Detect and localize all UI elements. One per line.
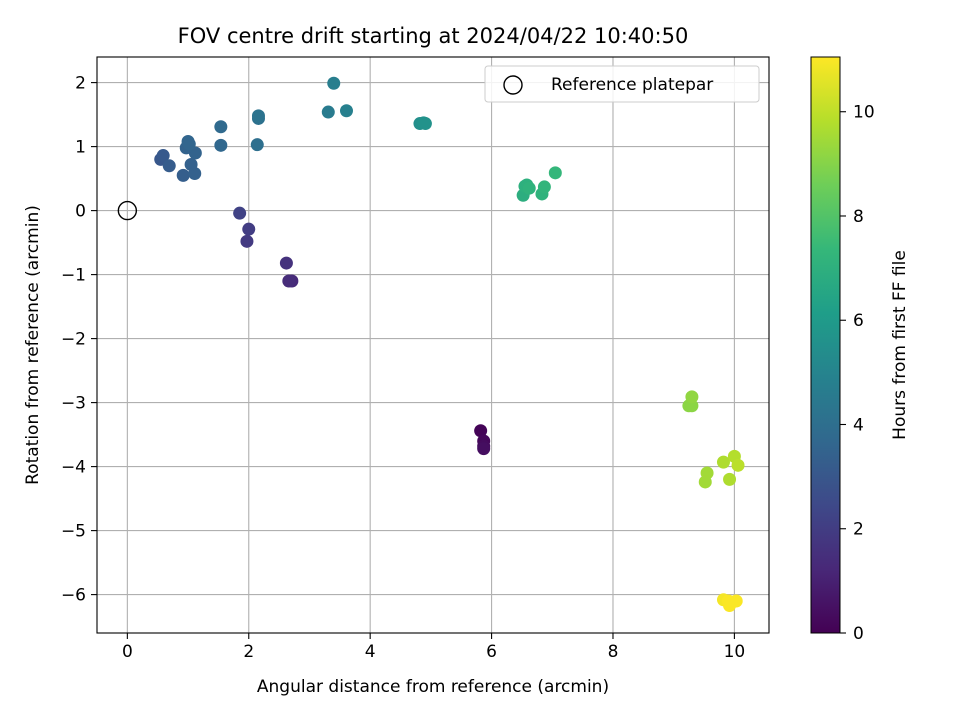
data-point: [474, 424, 488, 438]
y-tick-label: −5: [61, 522, 86, 542]
x-tick-label: 4: [365, 642, 376, 662]
data-point: [250, 138, 264, 152]
colorbar: 0 2 4 6 8 10 Hours from first FF file: [810, 56, 910, 644]
colorbar-tick-label: 2: [853, 520, 864, 540]
legend: Reference platepar: [484, 65, 760, 103]
data-point: [731, 458, 745, 472]
data-point: [522, 181, 536, 195]
data-point: [214, 120, 228, 134]
data-point: [176, 168, 190, 182]
y-axis-label: Rotation from reference (arcmin): [23, 205, 43, 485]
chart-title: FOV centre drift starting at 2024/04/22 …: [178, 24, 689, 48]
colorbar-gradient: [810, 56, 841, 634]
x-axis-label: Angular distance from reference (arcmin): [257, 677, 609, 697]
data-point: [339, 104, 353, 118]
x-tick-label: 2: [243, 642, 254, 662]
data-point: [321, 105, 335, 119]
data-point: [327, 76, 341, 90]
y-tick-label: −6: [61, 586, 86, 606]
data-point: [156, 149, 170, 163]
colorbar-tick-label: 8: [853, 207, 864, 227]
data-point: [477, 442, 491, 456]
y-tick-label: −1: [61, 266, 86, 286]
data-point: [282, 274, 296, 288]
data-point: [716, 455, 730, 469]
data-point: [251, 109, 265, 123]
y-tick-label: 0: [75, 202, 86, 222]
data-point: [685, 390, 699, 404]
legend-box: [484, 65, 760, 103]
colorbar-tick-label: 10: [853, 103, 875, 123]
data-point: [214, 138, 228, 152]
grid: [97, 57, 769, 633]
colorbar-tick-label: 0: [853, 624, 864, 644]
colorbar-tick-label: 4: [853, 415, 864, 435]
data-point: [698, 475, 712, 489]
x-tick-label: 8: [608, 642, 619, 662]
colorbar-label: Hours from first FF file: [890, 250, 910, 440]
data-point: [418, 117, 432, 131]
y-axis-ticks: 2 1 0 −1 −2 −3 −4 −5 −6: [61, 74, 97, 606]
data-point: [162, 159, 176, 173]
legend-marker-reference: [503, 75, 523, 95]
reference-point: [117, 200, 138, 221]
data-point: [723, 472, 737, 486]
data-point: [240, 234, 254, 248]
data-point: [537, 180, 551, 194]
data-points: [154, 76, 745, 612]
x-tick-label: 10: [724, 642, 746, 662]
data-point: [721, 594, 735, 608]
y-tick-label: 2: [75, 74, 86, 94]
y-tick-label: −3: [61, 394, 86, 414]
x-tick-label: 0: [122, 642, 133, 662]
data-point: [242, 222, 256, 236]
data-point: [279, 256, 293, 270]
data-point: [184, 158, 198, 172]
data-point: [548, 166, 562, 180]
y-tick-label: 1: [75, 138, 86, 158]
plot-frame: [96, 56, 770, 634]
x-axis-ticks: 0 2 4 6 8 10: [122, 633, 745, 662]
y-tick-label: −4: [61, 458, 86, 478]
data-point: [181, 134, 195, 148]
x-tick-label: 6: [486, 642, 497, 662]
colorbar-tick-label: 6: [853, 311, 864, 331]
data-point: [233, 206, 247, 220]
legend-label-reference: Reference platepar: [551, 75, 713, 95]
colorbar-ticks: 0 2 4 6 8 10: [840, 103, 875, 644]
y-tick-label: −2: [61, 330, 86, 350]
data-point: [685, 399, 699, 413]
